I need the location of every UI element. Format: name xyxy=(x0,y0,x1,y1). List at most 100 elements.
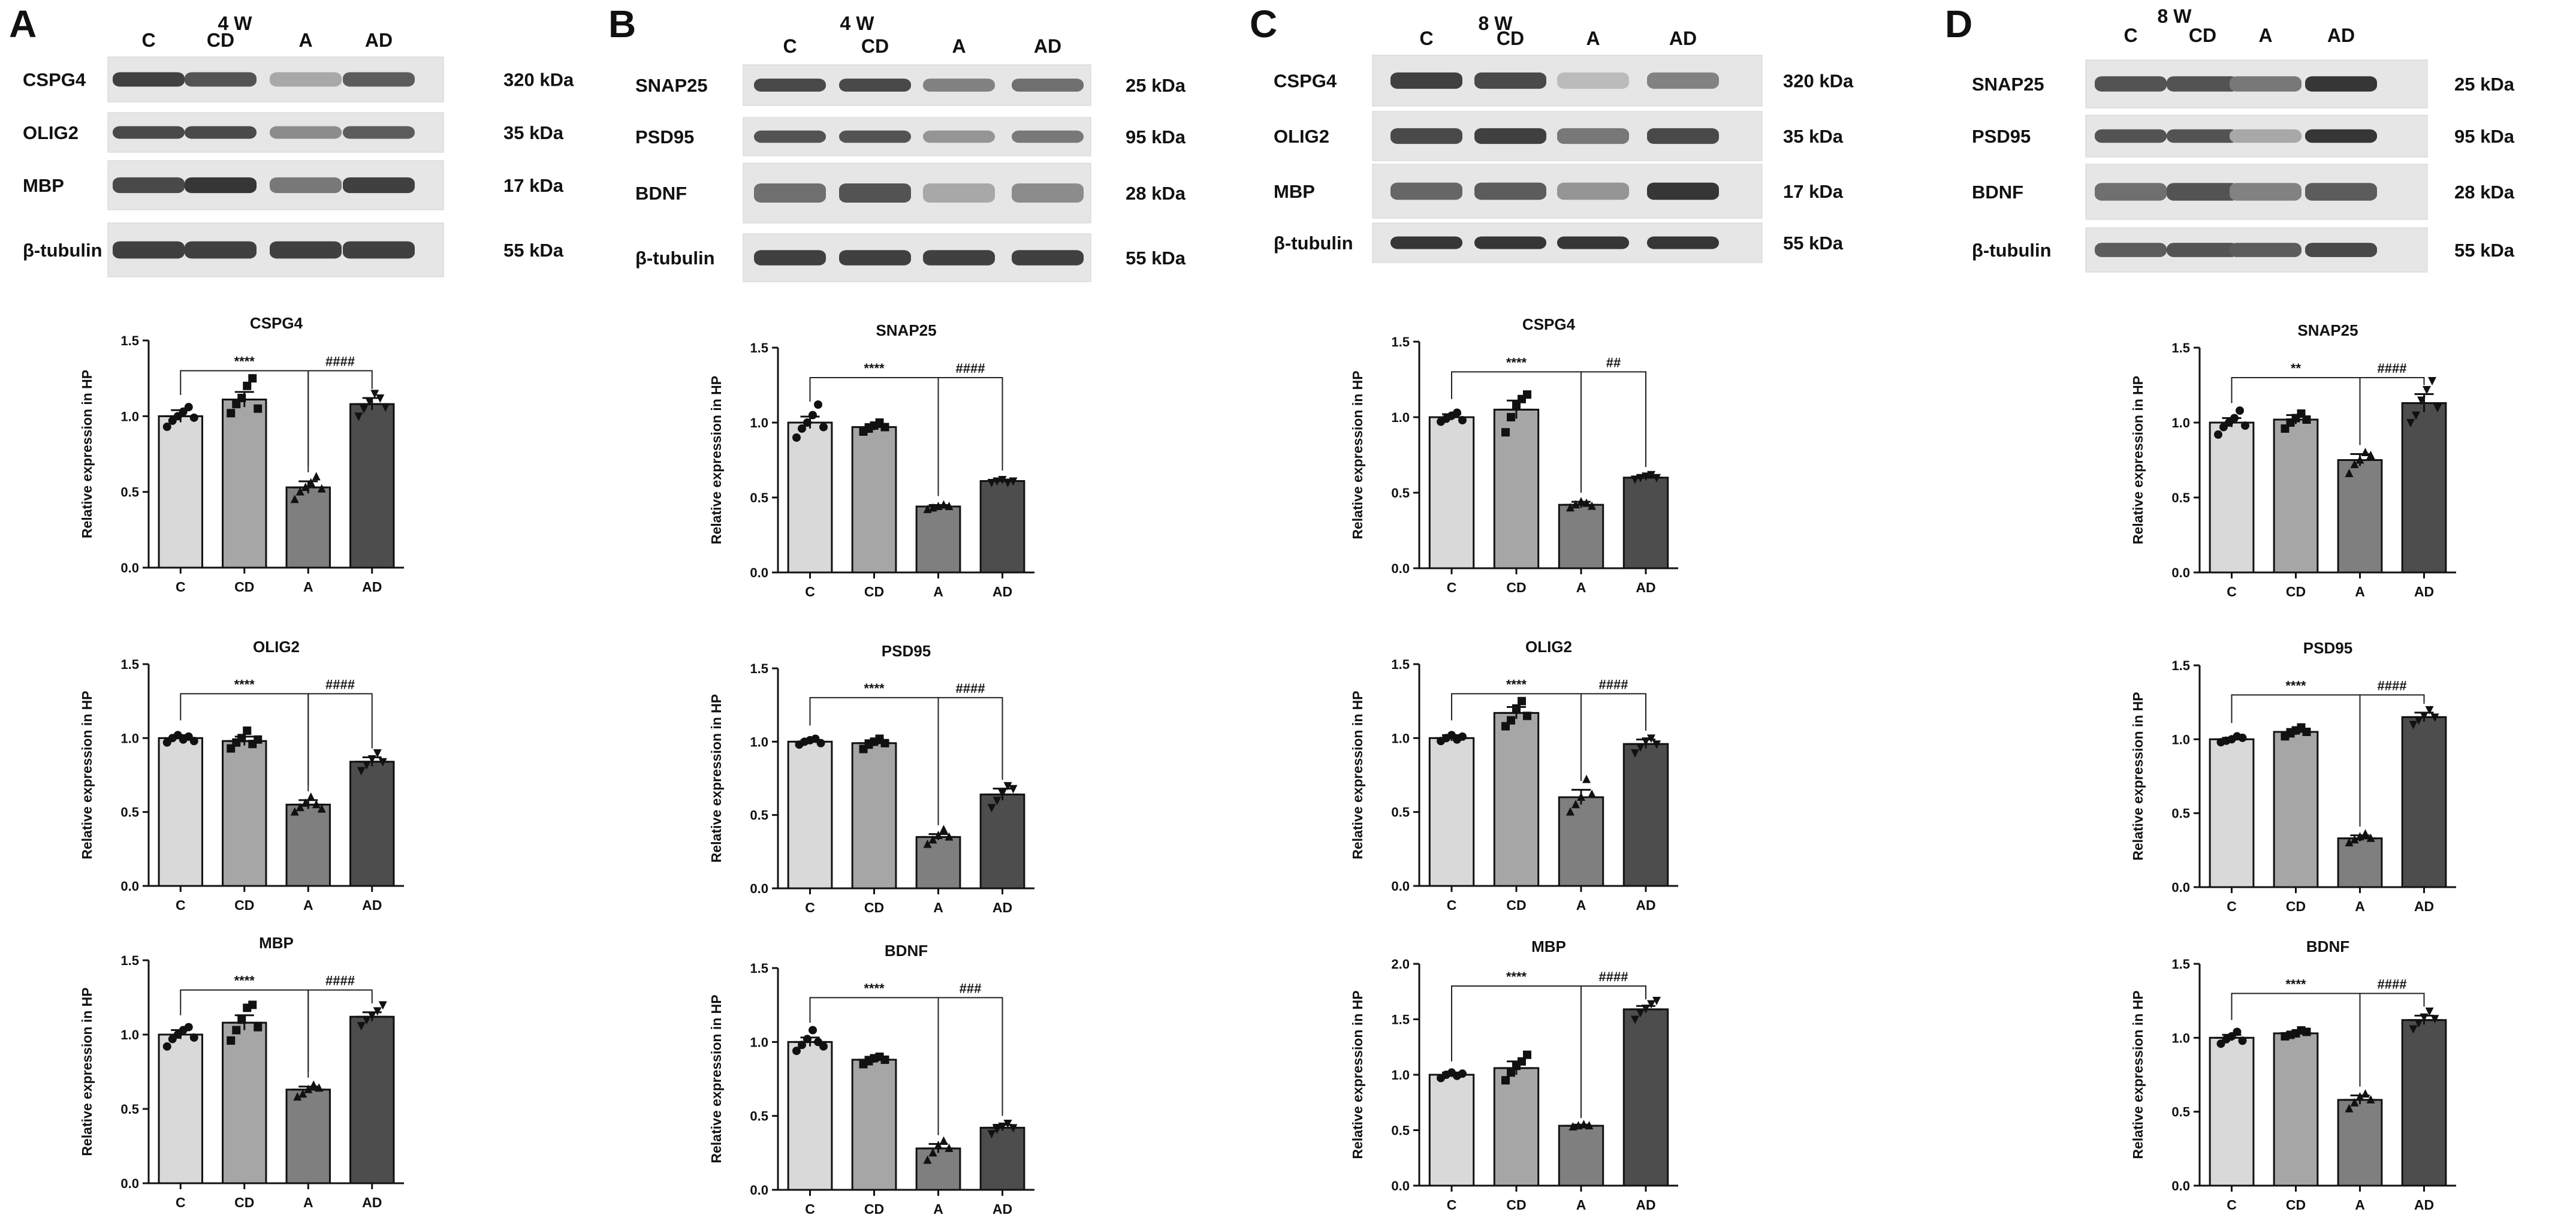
data-point xyxy=(1507,413,1515,421)
data-point xyxy=(378,1001,387,1010)
y-tick-label: 1.5 xyxy=(1391,1012,1410,1027)
significance-label: **** xyxy=(1506,677,1527,692)
x-tick-label: C xyxy=(176,579,186,595)
bar-c xyxy=(158,1033,203,1184)
protein-label: CSPG4 xyxy=(1274,71,1337,92)
significance-label: #### xyxy=(956,361,985,376)
x-tick-label: CD xyxy=(864,1201,884,1217)
data-point xyxy=(254,404,263,413)
x-tick-label: AD xyxy=(2414,899,2434,914)
data-point xyxy=(295,803,304,812)
y-tick-label: 0.5 xyxy=(2171,1105,2190,1120)
y-axis-label: Relative expression in HP xyxy=(1350,990,1365,1159)
significance-bracket xyxy=(1580,985,1646,1114)
data-point xyxy=(1501,428,1510,437)
lane-label: C xyxy=(2123,25,2137,46)
y-tick-label: 1.5 xyxy=(2171,340,2190,355)
y-tick-label: 0.0 xyxy=(1391,879,1410,894)
x-tick-label: AD xyxy=(1636,1197,1655,1213)
significance-bracket xyxy=(1580,371,1646,487)
bar-chart-b-psd95: PSD95 Relative expression in HP 0.0 0.5 1.0 1… xyxy=(708,642,1034,915)
blot-band xyxy=(1474,236,1546,249)
y-tick-label: 1.5 xyxy=(1391,657,1410,672)
kda-label: 320 kDa xyxy=(1783,71,1854,92)
data-point xyxy=(248,1000,257,1009)
bar-a xyxy=(1558,504,1604,569)
data-point xyxy=(1501,1076,1510,1085)
data-point xyxy=(1647,1000,1655,1009)
kda-label: 55 kDa xyxy=(1783,233,1844,254)
blot-band xyxy=(839,183,911,203)
data-point xyxy=(162,1042,171,1051)
y-axis-label: Relative expression in HP xyxy=(79,691,95,859)
y-axis-label: Relative expression in HP xyxy=(2130,376,2146,544)
blot-band xyxy=(1557,128,1629,144)
x-tick-label: A xyxy=(2355,584,2365,599)
bar-c xyxy=(1428,416,1475,569)
kda-label: 55 kDa xyxy=(503,240,564,261)
y-tick-label: 1.5 xyxy=(2171,658,2190,673)
chart-title: BDNF xyxy=(2306,937,2349,955)
x-tick-label: CD xyxy=(2286,584,2306,599)
x-tick-label: CD xyxy=(234,579,254,595)
y-tick-label: 1.5 xyxy=(1391,334,1410,349)
blot-band xyxy=(1647,182,1719,200)
y-tick-label: 1.5 xyxy=(750,961,768,976)
protein-label: PSD95 xyxy=(635,126,694,147)
blot-band xyxy=(2230,76,2301,92)
bar-cd xyxy=(851,1059,897,1191)
blot-band xyxy=(1390,236,1462,249)
bar-cd xyxy=(222,399,267,569)
y-tick-label: 0.0 xyxy=(2171,1178,2190,1193)
data-point xyxy=(162,423,171,432)
blot-band xyxy=(839,79,911,92)
kda-label: 28 kDa xyxy=(1126,183,1186,204)
kda-label: 25 kDa xyxy=(1126,75,1186,96)
x-tick-label: AD xyxy=(2414,1197,2434,1213)
protein-label: β-tubulin xyxy=(23,240,102,261)
blot-band xyxy=(2167,76,2239,92)
data-point xyxy=(354,412,363,421)
bar-cd xyxy=(851,742,897,890)
data-point xyxy=(2366,451,2375,459)
data-point xyxy=(1631,749,1639,758)
timepoint-label: 4 W xyxy=(218,13,253,34)
data-point xyxy=(1566,807,1574,816)
bar-ad xyxy=(1622,743,1669,887)
bar-ad xyxy=(979,480,1025,574)
x-tick-label: AD xyxy=(362,897,382,913)
data-point xyxy=(1009,785,1018,794)
significance-label: **** xyxy=(234,677,255,692)
bar-a xyxy=(1558,796,1604,887)
lane-label: A xyxy=(298,29,312,51)
data-point xyxy=(2409,1025,2418,1034)
bar-chart-a-olig2: OLIG2 Relative expression in HP 0.0 0.5 1.0 1… xyxy=(79,638,404,913)
significance-bracket xyxy=(2359,993,2425,1081)
x-tick-label: CD xyxy=(234,897,254,913)
data-point xyxy=(1458,1069,1467,1078)
y-tick-label: 0.0 xyxy=(750,881,768,896)
x-tick-label: A xyxy=(1576,580,1586,595)
lane-label: CD xyxy=(207,29,234,51)
panel-d-blot: D 8 W C CD A AD SNAP25 25 kDa PSD95 95 kDa BDNF 28 … xyxy=(1945,2,2515,273)
x-tick-label: C xyxy=(176,1195,186,1210)
bar-c xyxy=(158,737,203,887)
y-tick-label: 1.0 xyxy=(1391,731,1410,746)
panel-letter: D xyxy=(1945,2,1972,46)
data-point xyxy=(1518,697,1526,706)
chart-title: OLIG2 xyxy=(253,638,300,656)
data-point xyxy=(1582,774,1591,783)
bar-chart-b-bdnf: BDNF Relative expression in HP 0.0 0.5 1.0 1.… xyxy=(708,942,1034,1217)
bar-ad xyxy=(1622,1008,1669,1187)
y-tick-label: 0.0 xyxy=(750,1183,768,1198)
data-point xyxy=(819,423,828,432)
chart-title: OLIG2 xyxy=(1525,638,1572,656)
blot-band xyxy=(270,241,342,259)
significance-label: ## xyxy=(1606,355,1621,370)
blot-band xyxy=(2095,183,2167,201)
x-tick-label: A xyxy=(1576,897,1586,913)
bar-c xyxy=(787,740,833,890)
x-tick-label: A xyxy=(933,900,943,915)
lane-label: AD xyxy=(1669,28,1697,49)
blot-band xyxy=(1557,236,1629,249)
